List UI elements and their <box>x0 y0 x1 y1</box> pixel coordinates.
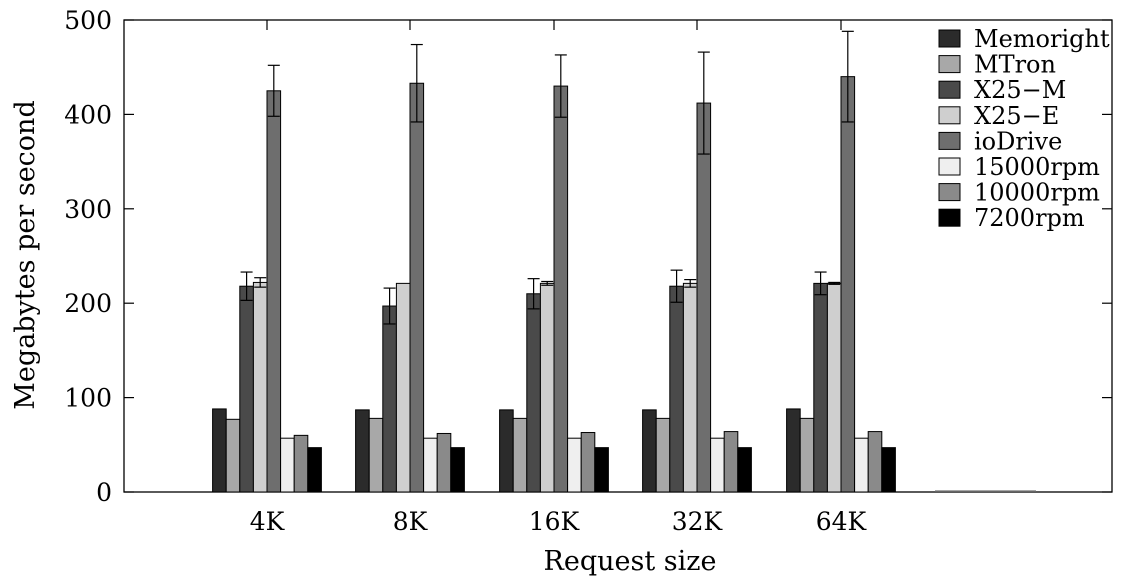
bar-8k-7 <box>450 447 465 493</box>
y-tick-label: 400 <box>64 100 112 129</box>
y-tick-label: 200 <box>64 289 112 318</box>
bar-16k-7 <box>594 447 609 493</box>
bar-8k-6 <box>436 432 452 493</box>
bar-16k-5 <box>567 437 582 493</box>
bar-64k-6 <box>867 431 883 493</box>
y-axis: 0 100 200 300 400 500 <box>64 6 1112 507</box>
bar-32k-0 <box>642 409 657 493</box>
bar-16k-4 <box>553 85 569 493</box>
bar-4k-5 <box>280 437 295 493</box>
bar-64k-2 <box>813 282 828 493</box>
bar-4k-1 <box>225 418 241 493</box>
bar-32k-6 <box>723 431 739 493</box>
bar-4k-2 <box>239 285 254 493</box>
bar-16k-6 <box>580 432 596 493</box>
legend-swatch <box>938 55 961 74</box>
bar-64k-3 <box>826 282 842 493</box>
legend-swatch <box>938 157 961 176</box>
legend-swatch <box>938 29 961 48</box>
bar-4k-4 <box>266 90 282 493</box>
bar-64k-4 <box>840 76 856 493</box>
bar-32k-3 <box>682 282 698 493</box>
legend-label: ioDrive <box>974 127 1062 155</box>
bar-32k-1 <box>655 417 671 493</box>
legend: MemorightMTronX25−MX25−EioDrive15000rpm1… <box>938 25 1110 232</box>
bar-4k-0 <box>212 408 227 493</box>
legend-label: 10000rpm <box>974 179 1100 207</box>
bar-8k-2 <box>382 305 397 493</box>
bars <box>212 76 896 493</box>
bar-16k-0 <box>499 409 514 493</box>
legend-label: Memoright <box>974 25 1110 53</box>
x-axis: 4K 8K 16K 32K 64K <box>250 20 1036 536</box>
legend-swatch <box>938 208 961 227</box>
legend-label: X25−M <box>974 76 1066 104</box>
bar-64k-0 <box>786 408 801 493</box>
y-axis-label: Megabytes per second <box>10 100 41 409</box>
bar-16k-3 <box>539 282 555 493</box>
plot-frame <box>123 19 1113 493</box>
bar-4k-6 <box>293 434 309 493</box>
bar-4k-7 <box>307 447 322 493</box>
bar-16k-2 <box>526 293 541 493</box>
bar-32k-5 <box>710 437 725 493</box>
bar-16k-1 <box>512 417 528 493</box>
bar-4k-3 <box>252 281 268 493</box>
legend-swatch <box>938 106 961 125</box>
legend-swatch <box>938 183 961 202</box>
legend-label: MTron <box>974 51 1056 79</box>
y-tick-label: 300 <box>64 195 112 224</box>
bar-64k-5 <box>854 437 869 493</box>
y-tick-label: 500 <box>64 6 112 35</box>
bar-8k-0 <box>355 409 370 493</box>
legend-label: 7200rpm <box>974 204 1085 232</box>
y-tick-label: 0 <box>96 478 112 507</box>
legend-swatch <box>938 131 961 150</box>
bar-8k-4 <box>409 82 425 493</box>
legend-swatch <box>938 80 961 99</box>
x-tick-label: 8K <box>393 507 429 536</box>
x-tick-label: 32K <box>672 507 724 536</box>
x-tick-label: 16K <box>529 507 581 536</box>
y-tick-label: 100 <box>64 384 112 413</box>
legend-label: 15000rpm <box>974 153 1100 181</box>
legend-label: X25−E <box>974 102 1059 130</box>
x-tick-label: 4K <box>250 507 286 536</box>
x-tick-label: 64K <box>816 507 868 536</box>
bar-8k-3 <box>395 282 411 493</box>
bar-32k-2 <box>669 285 684 493</box>
bar-64k-1 <box>799 417 815 493</box>
bar-32k-7 <box>737 447 752 493</box>
bar-64k-7 <box>881 447 896 493</box>
bar-8k-1 <box>368 417 384 493</box>
x-axis-label: Request size <box>544 546 717 577</box>
plot-border <box>123 19 1113 493</box>
bar-32k-4 <box>696 102 712 493</box>
bar-8k-5 <box>423 437 438 493</box>
error-bars <box>240 30 854 325</box>
